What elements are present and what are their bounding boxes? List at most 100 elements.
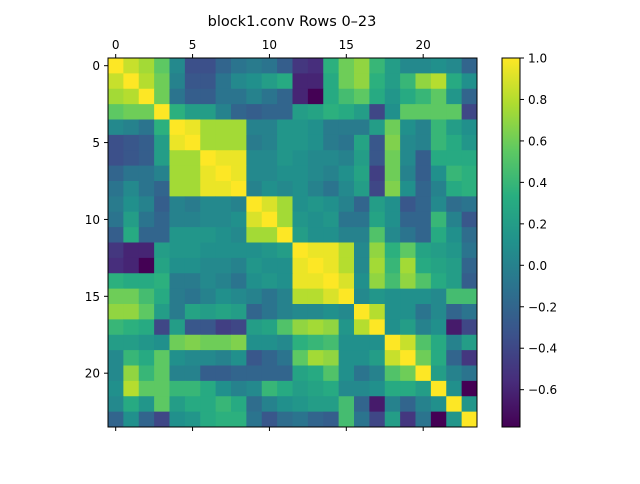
colorbar-tick-label: −0.2 (528, 300, 557, 314)
x-tick-label: 0 (112, 38, 120, 52)
heatmap-cell (154, 227, 170, 243)
heatmap-cell (154, 58, 170, 74)
heatmap-cell (184, 334, 201, 351)
colorbar-tick-label: 0.8 (528, 93, 547, 107)
heatmap-cell (261, 196, 278, 213)
heatmap-cell (215, 380, 232, 397)
heatmap-cell (200, 257, 217, 274)
heatmap-cell (338, 257, 355, 274)
heatmap-cell (292, 73, 309, 90)
heatmap-cell (277, 350, 293, 366)
colorbar-tick-label: −0.4 (528, 342, 557, 356)
heatmap-cell (200, 73, 217, 90)
heatmap-cell (138, 350, 155, 366)
heatmap-cell (154, 334, 170, 351)
heatmap-cell (169, 411, 186, 428)
heatmap-cell (415, 273, 432, 290)
heatmap-cell (323, 242, 340, 259)
heatmap-cell (184, 350, 201, 366)
heatmap-cell (108, 150, 124, 167)
heatmap-cell (400, 196, 416, 213)
heatmap-cell (400, 119, 416, 136)
heatmap-cell (461, 350, 478, 366)
heatmap-cell (261, 134, 278, 151)
heatmap-cell (307, 104, 324, 120)
heatmap-cell (430, 350, 447, 366)
heatmap-cell (338, 165, 355, 182)
heatmap-cell (292, 134, 309, 151)
heatmap-cell (277, 319, 293, 336)
heatmap-cell (123, 150, 140, 167)
heatmap-cell (231, 350, 247, 366)
heatmap-cell (200, 411, 217, 428)
heatmap-cell (292, 350, 309, 366)
heatmap-cell (430, 319, 447, 336)
heatmap-cell (138, 211, 155, 228)
heatmap-cell (369, 58, 386, 74)
heatmap-cell (123, 396, 140, 413)
heatmap-cell (138, 334, 155, 351)
heatmap-cell (231, 365, 247, 382)
heatmap-cell (292, 304, 309, 320)
heatmap-cell (123, 58, 140, 74)
heatmap-cell (277, 288, 293, 305)
heatmap-cell (400, 319, 416, 336)
heatmap-cell (169, 165, 186, 182)
heatmap-cell (292, 257, 309, 274)
heatmap-cell (277, 104, 293, 120)
heatmap-cell (184, 58, 201, 74)
heatmap-cell (138, 380, 155, 397)
heatmap-cell (108, 334, 124, 351)
heatmap-cell (200, 227, 217, 243)
heatmap-cell (138, 411, 155, 428)
heatmap-cell (430, 211, 447, 228)
heatmap-cell (400, 411, 416, 428)
heatmap-cell (323, 211, 340, 228)
heatmap-cell (430, 58, 447, 74)
heatmap-cell (400, 380, 416, 397)
heatmap-cell (292, 211, 309, 228)
colorbar-tick-label: −0.6 (528, 383, 557, 397)
heatmap-cell (200, 380, 217, 397)
heatmap-cell (338, 319, 355, 336)
heatmap-cell (369, 350, 386, 366)
heatmap-cell (215, 134, 232, 151)
heatmap-cell (369, 319, 386, 336)
heatmap-cell (123, 365, 140, 382)
heatmap-cell (338, 119, 355, 136)
heatmap-cell (200, 88, 217, 105)
heatmap-cell (415, 119, 432, 136)
heatmap-cell (430, 242, 447, 259)
heatmap-cell (430, 181, 447, 197)
heatmap-cell (446, 227, 463, 243)
heatmap-cell (323, 350, 340, 366)
heatmap-cell (369, 227, 386, 243)
heatmap-cell (246, 104, 263, 120)
heatmap-cell (108, 88, 124, 105)
heatmap-cell (246, 273, 263, 290)
heatmap-cell (323, 334, 340, 351)
heatmap-cell (354, 73, 370, 90)
heatmap-cell (231, 181, 247, 197)
heatmap-cell (200, 288, 217, 305)
heatmap-cell (184, 150, 201, 167)
heatmap-cell (307, 350, 324, 366)
heatmap-cell (323, 257, 340, 274)
heatmap-cell (461, 165, 478, 182)
colorbar (501, 57, 521, 428)
heatmap-cell (415, 288, 432, 305)
heatmap-cell (430, 134, 447, 151)
heatmap-cell (430, 196, 447, 213)
heatmap-cell (369, 334, 386, 351)
heatmap-cell (138, 365, 155, 382)
colorbar-tick-label: 0.0 (528, 259, 547, 273)
heatmap-cell (246, 334, 263, 351)
heatmap-cell (384, 304, 401, 320)
heatmap-cell (169, 150, 186, 167)
heatmap-cell (384, 119, 401, 136)
heatmap-cell (369, 150, 386, 167)
heatmap-cell (292, 380, 309, 397)
heatmap-cell (184, 211, 201, 228)
heatmap-cell (108, 227, 124, 243)
